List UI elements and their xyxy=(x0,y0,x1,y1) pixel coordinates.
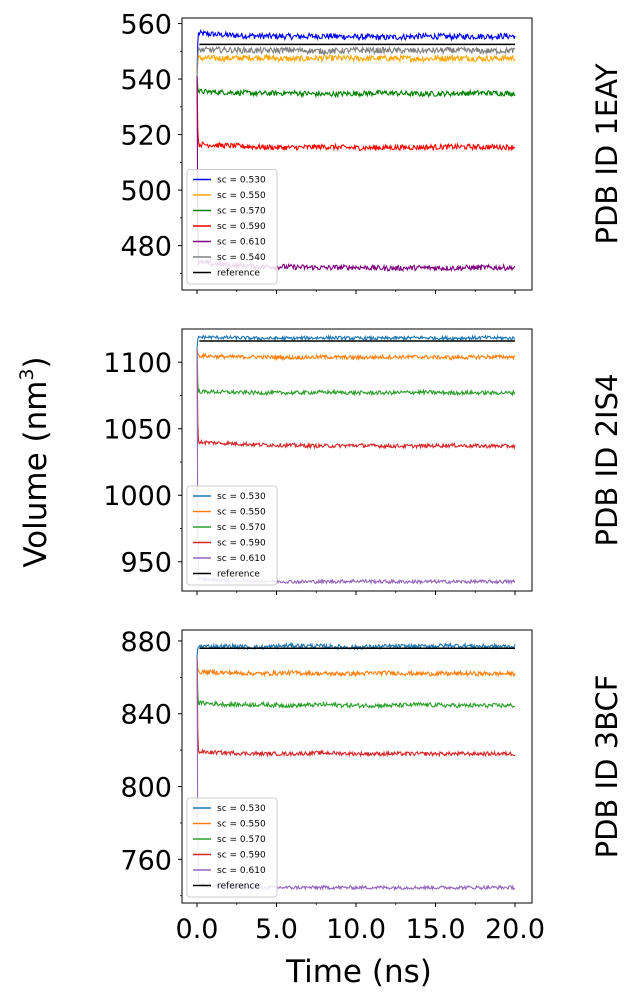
legend-label: sc = 0.530 xyxy=(217,176,266,186)
y-tick-label: 1100 xyxy=(103,348,172,379)
legend-label: sc = 0.540 xyxy=(217,253,266,263)
series-line-1 xyxy=(196,333,516,349)
series-line-1 xyxy=(196,641,516,658)
panel-title: PDB ID 1EAY xyxy=(590,63,624,244)
legend-label: sc = 0.590 xyxy=(217,222,266,232)
panel-title: PDB ID 2IS4 xyxy=(590,374,624,547)
series-line-3 xyxy=(196,657,516,710)
legend-label: sc = 0.550 xyxy=(217,508,266,518)
legend-label: sc = 0.570 xyxy=(217,835,266,845)
y-tick-label: 950 xyxy=(120,548,172,579)
x-axis-label: Time (ns) xyxy=(285,954,432,990)
x-tick-label: 0.0 xyxy=(176,914,219,945)
axes-frame xyxy=(181,17,533,291)
y-tick-label: 520 xyxy=(120,121,172,152)
legend-label: reference xyxy=(217,269,260,279)
y-tick-label: 1000 xyxy=(103,481,172,512)
y-axis-label: Volume (nm3) xyxy=(16,356,54,567)
series-line-1 xyxy=(196,28,516,77)
y-tick-label: 840 xyxy=(120,700,172,731)
legend: sc = 0.530 sc = 0.550 sc = 0.570 sc = 0.590… xyxy=(186,797,278,898)
legend-label: sc = 0.550 xyxy=(217,191,266,201)
legend: sc = 0.530 sc = 0.550 sc = 0.570 sc = 0.590… xyxy=(186,169,278,285)
series-line-4 xyxy=(196,76,516,152)
series-line-3 xyxy=(196,76,516,99)
y-tick-label: 880 xyxy=(120,627,172,658)
series-line-2 xyxy=(196,657,516,678)
legend-label: sc = 0.530 xyxy=(217,804,266,814)
y-tick-label: 1050 xyxy=(103,415,172,446)
legend-label: sc = 0.550 xyxy=(217,820,266,830)
x-tick-label: 20.0 xyxy=(485,914,545,945)
panel-title: PDB ID 3BCF xyxy=(590,675,624,859)
series-line-3 xyxy=(196,348,516,397)
y-tick-label: 760 xyxy=(120,845,172,876)
y-tick-label: 480 xyxy=(120,232,172,263)
axes-frame xyxy=(181,328,533,592)
y-tick-label: 560 xyxy=(120,10,172,41)
chart-panel-3: 760 800 840 880 0.0 5.0 10.0 15.0 20.0 sc = 0.530… xyxy=(120,627,624,945)
legend-label: reference xyxy=(217,570,260,580)
legend-label: sc = 0.590 xyxy=(217,539,266,549)
legend-label: sc = 0.530 xyxy=(217,492,266,502)
legend-label: sc = 0.570 xyxy=(217,523,266,533)
series-line-4 xyxy=(196,657,516,758)
y-tick-label: 800 xyxy=(120,773,172,804)
legend-box xyxy=(186,169,278,285)
plot-area xyxy=(196,333,516,586)
series-line-6 xyxy=(196,45,516,77)
x-tick-label: 5.0 xyxy=(255,914,298,945)
legend-label: sc = 0.610 xyxy=(217,238,266,248)
legend-label: sc = 0.610 xyxy=(217,554,266,564)
series-line-2 xyxy=(196,348,516,362)
legend-label: reference xyxy=(217,882,260,892)
series-line-2 xyxy=(196,53,516,77)
y-tick-label: 540 xyxy=(120,65,172,96)
legend-label: sc = 0.570 xyxy=(217,207,266,217)
axes-frame xyxy=(181,629,533,904)
x-tick-label: 10.0 xyxy=(326,914,386,945)
legend-label: sc = 0.590 xyxy=(217,851,266,861)
x-tick-label: 15.0 xyxy=(405,914,465,945)
y-tick-label: 500 xyxy=(120,176,172,207)
legend-label: sc = 0.610 xyxy=(217,866,266,876)
legend: sc = 0.530 sc = 0.550 sc = 0.570 sc = 0.590… xyxy=(186,485,278,586)
series-line-4 xyxy=(196,348,516,451)
